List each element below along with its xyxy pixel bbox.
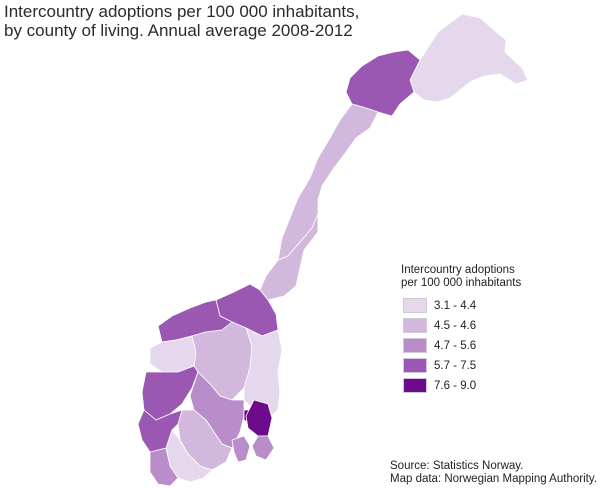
legend-item: 7.6 - 9.0 [401, 376, 521, 395]
county-ostfold [251, 435, 275, 461]
source-note: Source: Statistics Norway. Map data: Nor… [390, 460, 597, 486]
legend-swatch [403, 358, 427, 373]
county-vestfold [231, 435, 251, 463]
source-line-2: Map data: Norwegian Mapping Authority. [390, 473, 597, 485]
county-hedmark [243, 327, 283, 419]
map-title: Intercountry adoptions per 100 000 inhab… [4, 2, 359, 40]
legend-title: Intercountry adoptions per 100 000 inhab… [401, 264, 521, 290]
legend-title-line-1: Intercountry adoptions [401, 264, 515, 276]
legend-label: 4.5 - 4.6 [434, 319, 477, 332]
legend-swatch [403, 378, 427, 393]
legend-label: 3.1 - 4.4 [434, 299, 477, 312]
legend-item: 5.7 - 7.5 [401, 356, 521, 375]
legend-item: 4.5 - 4.6 [401, 316, 521, 335]
legend-label: 5.7 - 7.5 [434, 359, 477, 372]
county-hordaland [141, 365, 199, 421]
county-sogn-og-fjordane [149, 335, 197, 373]
map-legend: Intercountry adoptions per 100 000 inhab… [401, 264, 521, 396]
county-rogaland [137, 409, 183, 453]
title-line-2: by county of living. Annual average 2008… [4, 21, 353, 40]
county-finnmark [409, 13, 529, 103]
county-nordland [277, 103, 379, 261]
legend-swatch [403, 298, 427, 313]
county-vest-agder [149, 447, 179, 487]
legend-swatch [403, 318, 427, 333]
legend-swatch [403, 338, 427, 353]
legend-item: 3.1 - 4.4 [401, 296, 521, 315]
source-line-1: Source: Statistics Norway. [390, 460, 524, 472]
title-line-1: Intercountry adoptions per 100 000 inhab… [4, 2, 360, 21]
legend-items: 3.1 - 4.4 4.5 - 4.6 4.7 - 5.6 5.7 - 7.5 … [401, 296, 521, 395]
legend-item: 4.7 - 5.6 [401, 336, 521, 355]
legend-label: 7.6 - 9.0 [434, 379, 477, 392]
legend-title-line-2: per 100 000 inhabitants [401, 277, 522, 289]
legend-label: 4.7 - 5.6 [434, 339, 477, 352]
